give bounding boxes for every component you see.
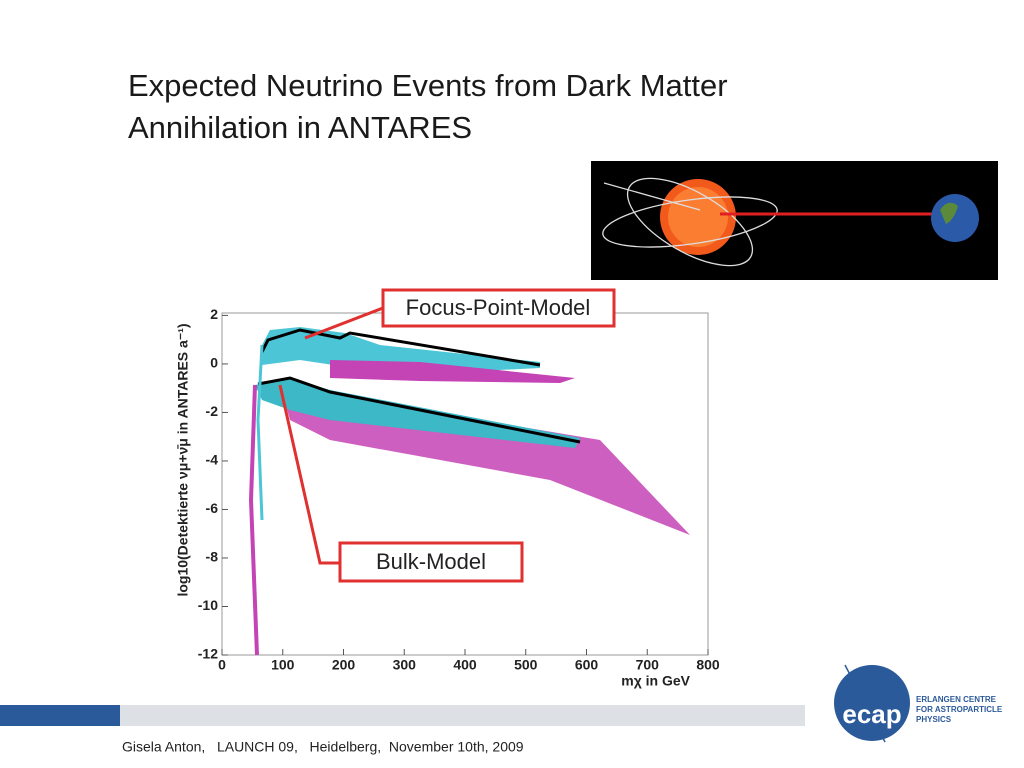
x-tick-label: 0 <box>218 657 226 673</box>
plot: Focus-Point-Model Bulk-Model mχ in GeV l… <box>175 288 720 689</box>
annotation: Bulk-Model <box>376 549 486 574</box>
title-line: Expected Neutrino Events from Dark Matte… <box>128 68 728 103</box>
title-line: Annihilation in ANTARES <box>128 110 472 145</box>
sun-earth-illustration <box>591 161 998 280</box>
x-tick-label: 600 <box>575 657 599 673</box>
x-axis-label: mχ in GeV <box>621 673 690 689</box>
y-tick-label: -12 <box>198 646 218 662</box>
y-tick-label: -2 <box>206 403 219 419</box>
logo-text: PHYSICS <box>916 715 952 724</box>
logo-text: FOR ASTROPARTICLE <box>916 705 1003 714</box>
x-tick-label: 400 <box>453 657 477 673</box>
footer-bar <box>0 705 120 726</box>
logo-name: ecap <box>842 699 901 729</box>
y-tick-label: 0 <box>210 355 218 371</box>
x-tick-label: 500 <box>514 657 538 673</box>
y-tick-label: -10 <box>198 597 218 613</box>
y-tick-label: -8 <box>206 549 219 565</box>
footer-text: Gisela Anton, LAUNCH 09, Heidelberg, Nov… <box>122 739 524 755</box>
y-tick-label: -6 <box>206 500 219 516</box>
logo: ecap ERLANGEN CENTRE FOR ASTROPARTICLE P… <box>834 664 1003 743</box>
annotation: Focus-Point-Model <box>406 295 591 320</box>
x-tick-label: 200 <box>332 657 356 673</box>
x-tick-label: 800 <box>696 657 720 673</box>
logo-text: ERLANGEN CENTRE <box>916 695 997 704</box>
y-tick-label: 2 <box>210 306 218 322</box>
y-tick-label: -4 <box>206 452 219 468</box>
focus-point-callout: Focus-Point-Model <box>304 288 616 340</box>
x-tick-label: 100 <box>271 657 295 673</box>
x-tick-label: 300 <box>393 657 417 673</box>
footer-bar <box>120 705 805 726</box>
scatter-clouds <box>248 327 690 656</box>
x-tick-label: 700 <box>636 657 660 673</box>
bulk-callout: Bulk-Model <box>278 384 524 583</box>
y-axis-label: log10(Detektierte νμ+ν̄μ in ANTARES a⁻¹) <box>175 323 191 596</box>
